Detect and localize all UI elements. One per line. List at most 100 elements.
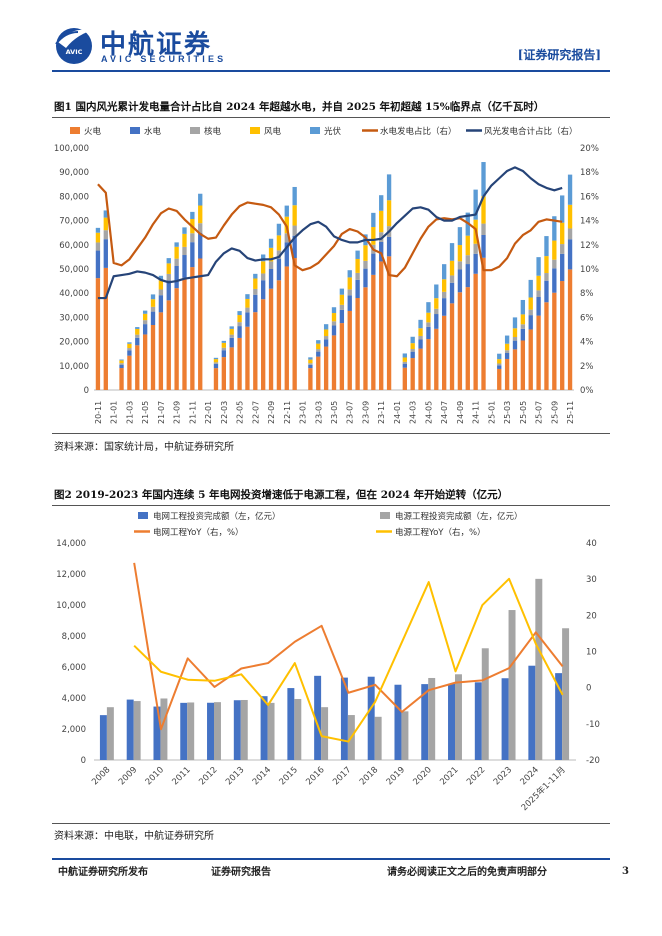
bar-segment (174, 258, 179, 266)
bar-segment (174, 246, 179, 259)
bar-segment (127, 350, 132, 356)
bar-segment (544, 273, 549, 281)
bar-segment (520, 340, 526, 390)
hydro-share-line (97, 183, 563, 278)
bar-segment (95, 232, 101, 243)
bar-segment (174, 265, 179, 289)
bar-segment (544, 280, 549, 303)
bar-segment (221, 347, 226, 351)
legend-label: 水电 (144, 126, 162, 137)
figure2-source: 资料来源：中电联，中航证券研究所 (54, 831, 214, 842)
bar-segment (119, 363, 124, 365)
bar-segment (402, 361, 407, 364)
x-tick-label: 21-09 (173, 401, 182, 424)
bar-segment (182, 255, 187, 278)
bar-segment (229, 326, 234, 329)
bar-segment (379, 195, 384, 211)
bar-segment (355, 272, 360, 280)
legend-label: 电网工程YoY（右，%） (153, 527, 244, 538)
bar-segment (363, 245, 368, 261)
grid-investment-bar (314, 675, 322, 760)
power-source-investment-bar (214, 702, 221, 760)
bar-segment (308, 357, 313, 360)
legend-swatch (310, 127, 320, 134)
legend-label: 风光发电合计占比（右） (484, 126, 578, 137)
bar-segment (190, 242, 195, 268)
bar-segment (379, 261, 384, 390)
bar-segment (481, 196, 486, 224)
y-left-tick: 14,000 (56, 539, 86, 549)
bar-segment (473, 273, 478, 390)
bar-segment (410, 358, 415, 390)
x-tick-label: 22-09 (267, 401, 276, 424)
wind-solar-share-line (97, 166, 563, 300)
bar-segment (567, 228, 573, 240)
footer-report-type: 证券研究报告 (211, 867, 271, 878)
bar-segment (158, 295, 164, 313)
legend-swatch (380, 512, 390, 519)
bar-segment (355, 279, 360, 299)
bar-segment (316, 340, 321, 344)
bar-segment (520, 314, 526, 325)
bar-segment (135, 345, 140, 390)
bar-segment (465, 264, 470, 288)
power-source-investment-bar (508, 610, 516, 760)
y-right-tick: 2% (580, 362, 594, 372)
bar-segment (355, 258, 360, 273)
power-source-investment-bar (160, 698, 168, 760)
bar-segment (292, 186, 297, 206)
bar-segment (213, 357, 219, 360)
y-left-tick: 100,000 (54, 144, 89, 154)
grid-investment-bar (180, 702, 188, 760)
bar-segment (410, 336, 415, 344)
y-left-tick: 0 (84, 386, 89, 396)
bar-segment (119, 368, 124, 390)
grid-investment-bar (99, 715, 107, 760)
bar-segment (245, 312, 250, 327)
bar-segment (528, 315, 533, 330)
bar-segment (379, 232, 384, 242)
y-right-tick: -20 (586, 756, 600, 766)
bar-segment (119, 359, 124, 361)
bar-segment (457, 227, 463, 246)
bar-segment (426, 326, 431, 340)
bar-segment (135, 327, 140, 329)
bar-segment (457, 245, 463, 262)
bar-segment (166, 263, 171, 274)
power-source-investment-bar (187, 702, 195, 760)
bar-segment (347, 289, 352, 296)
bar-segment (198, 193, 203, 206)
bar-segment (339, 309, 345, 324)
bar-segment (418, 328, 423, 336)
bar-segment (292, 235, 297, 259)
bar-segment (418, 339, 423, 349)
y-left-tick: 12,000 (56, 570, 86, 580)
bar-segment (103, 217, 108, 231)
bar-segment (253, 288, 258, 295)
bar-segment (103, 239, 108, 268)
x-category-label: 2021 (438, 765, 460, 787)
grid-investment-bar (421, 684, 429, 760)
y-left-tick: 10,000 (59, 362, 89, 372)
y-right-tick: 20 (586, 611, 597, 621)
x-category-label: 2008 (90, 765, 112, 787)
x-category-label: 2016 (304, 765, 326, 787)
bar-segment (166, 258, 171, 264)
figure2-bottom-rule (52, 823, 610, 824)
power-source-investment-bar (240, 699, 248, 760)
bar-segment (457, 261, 463, 270)
grid-investment-bar (501, 678, 509, 760)
bar-segment (135, 337, 140, 346)
x-category-label: 2024 (519, 765, 541, 787)
bar-segment (135, 334, 140, 338)
bar-segment (410, 343, 415, 350)
bar-segment (198, 232, 203, 259)
bar-segment (261, 299, 266, 390)
bar-segment (150, 294, 156, 300)
grid-investment-bar (233, 700, 241, 760)
x-tick-label: 22-11 (283, 401, 292, 424)
bar-segment (434, 328, 439, 390)
bar-segment (512, 340, 518, 350)
bar-segment (442, 315, 447, 390)
bar-segment (371, 227, 376, 245)
